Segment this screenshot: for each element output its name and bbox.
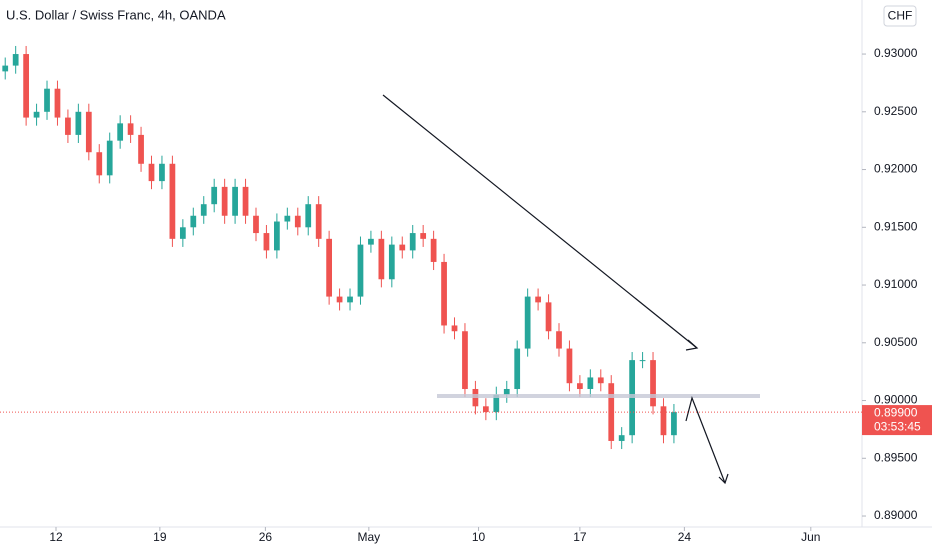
candle-body [503,388,510,395]
y-tick-label: 0.89500 [874,450,918,464]
candle-body [96,152,103,176]
candle-body [514,348,521,389]
candle-body [315,204,322,239]
candle-body [200,204,207,216]
candle-body [148,163,155,182]
y-tick-label: 0.89000 [874,508,918,522]
candle-body [54,88,61,118]
candle-body [524,296,531,349]
candle-body [639,360,646,362]
candle-body [326,238,333,297]
candle-body [75,111,82,135]
candle-body [138,134,144,164]
candle-body [545,302,552,332]
candle-body [462,331,468,389]
y-tick-label: 0.90500 [874,335,918,349]
x-tick-label: May [357,530,380,544]
candle-body [650,360,656,407]
candle-body [535,296,541,303]
x-tick-label: 12 [49,530,63,544]
candle-body [347,296,353,303]
candle-body [556,331,562,349]
y-tick-label: 0.92500 [874,104,918,118]
x-tick-label: 10 [472,530,486,544]
last-price-label: 0.89900 [874,405,918,419]
candle-body [106,140,113,176]
x-tick-label: 19 [153,530,167,544]
candle-body [671,412,677,436]
resistance-band [437,394,760,398]
candle-body [482,406,489,413]
candle-body [409,233,416,251]
chart-title: U.S. Dollar / Swiss Franc, 4h, OANDA [6,7,226,22]
trend-arrow [382,94,698,349]
candle-body [263,233,270,251]
candle-body [660,406,667,436]
y-tick-label: 0.92000 [874,162,918,176]
candle-body [378,238,385,280]
y-tick-label: 0.90000 [874,393,918,407]
candle-body [179,227,186,239]
candle-body [294,215,301,228]
candle-body [12,54,19,66]
candle-body [357,244,364,297]
x-tick-label: 26 [259,530,273,544]
candle-body [44,88,50,112]
candle-body [65,117,71,135]
candle-body [23,54,29,118]
candle-body [368,238,374,245]
candle-body [169,163,176,239]
candle-body [399,244,406,251]
candle-body [159,163,165,182]
y-tick-label: 0.91500 [874,219,918,233]
candle-body [597,377,604,384]
countdown-label: 03:53:45 [874,419,921,433]
candle-body [211,186,218,205]
candle-body [274,221,280,251]
x-tick-label: 17 [573,530,587,544]
candle-body [608,383,615,441]
x-tick-label: Jun [801,530,820,544]
candle-body [33,111,40,118]
y-tick-label: 0.91000 [874,277,918,291]
candle-body [587,377,594,389]
candle-body [253,215,259,234]
candle-body [85,111,92,153]
candle-body [305,204,312,228]
candle-body [117,123,124,141]
candle-body [2,65,9,72]
candle-body [221,186,228,216]
candle-body [242,186,249,216]
candle-body [566,348,573,384]
currency-button[interactable] [883,5,917,27]
arrow-head [718,473,729,485]
projection-arrow [685,396,726,484]
candle-body [336,296,343,303]
candle-body [127,123,134,135]
candle-body [420,233,427,239]
candle-body [577,383,583,389]
candle-body [451,325,458,332]
candle-body [618,435,625,441]
arrow-head [685,339,699,351]
candle-body [190,215,197,228]
y-tick-label: 0.93000 [874,46,918,60]
last-price-box [862,405,932,436]
candle-body [232,186,238,216]
x-tick-label: 24 [678,530,692,544]
candle-body [284,215,291,222]
candle-body [493,394,500,413]
candle-body [430,238,437,262]
candle-body [388,244,395,280]
candle-body [441,261,447,326]
currency-label[interactable]: CHF [888,9,913,23]
